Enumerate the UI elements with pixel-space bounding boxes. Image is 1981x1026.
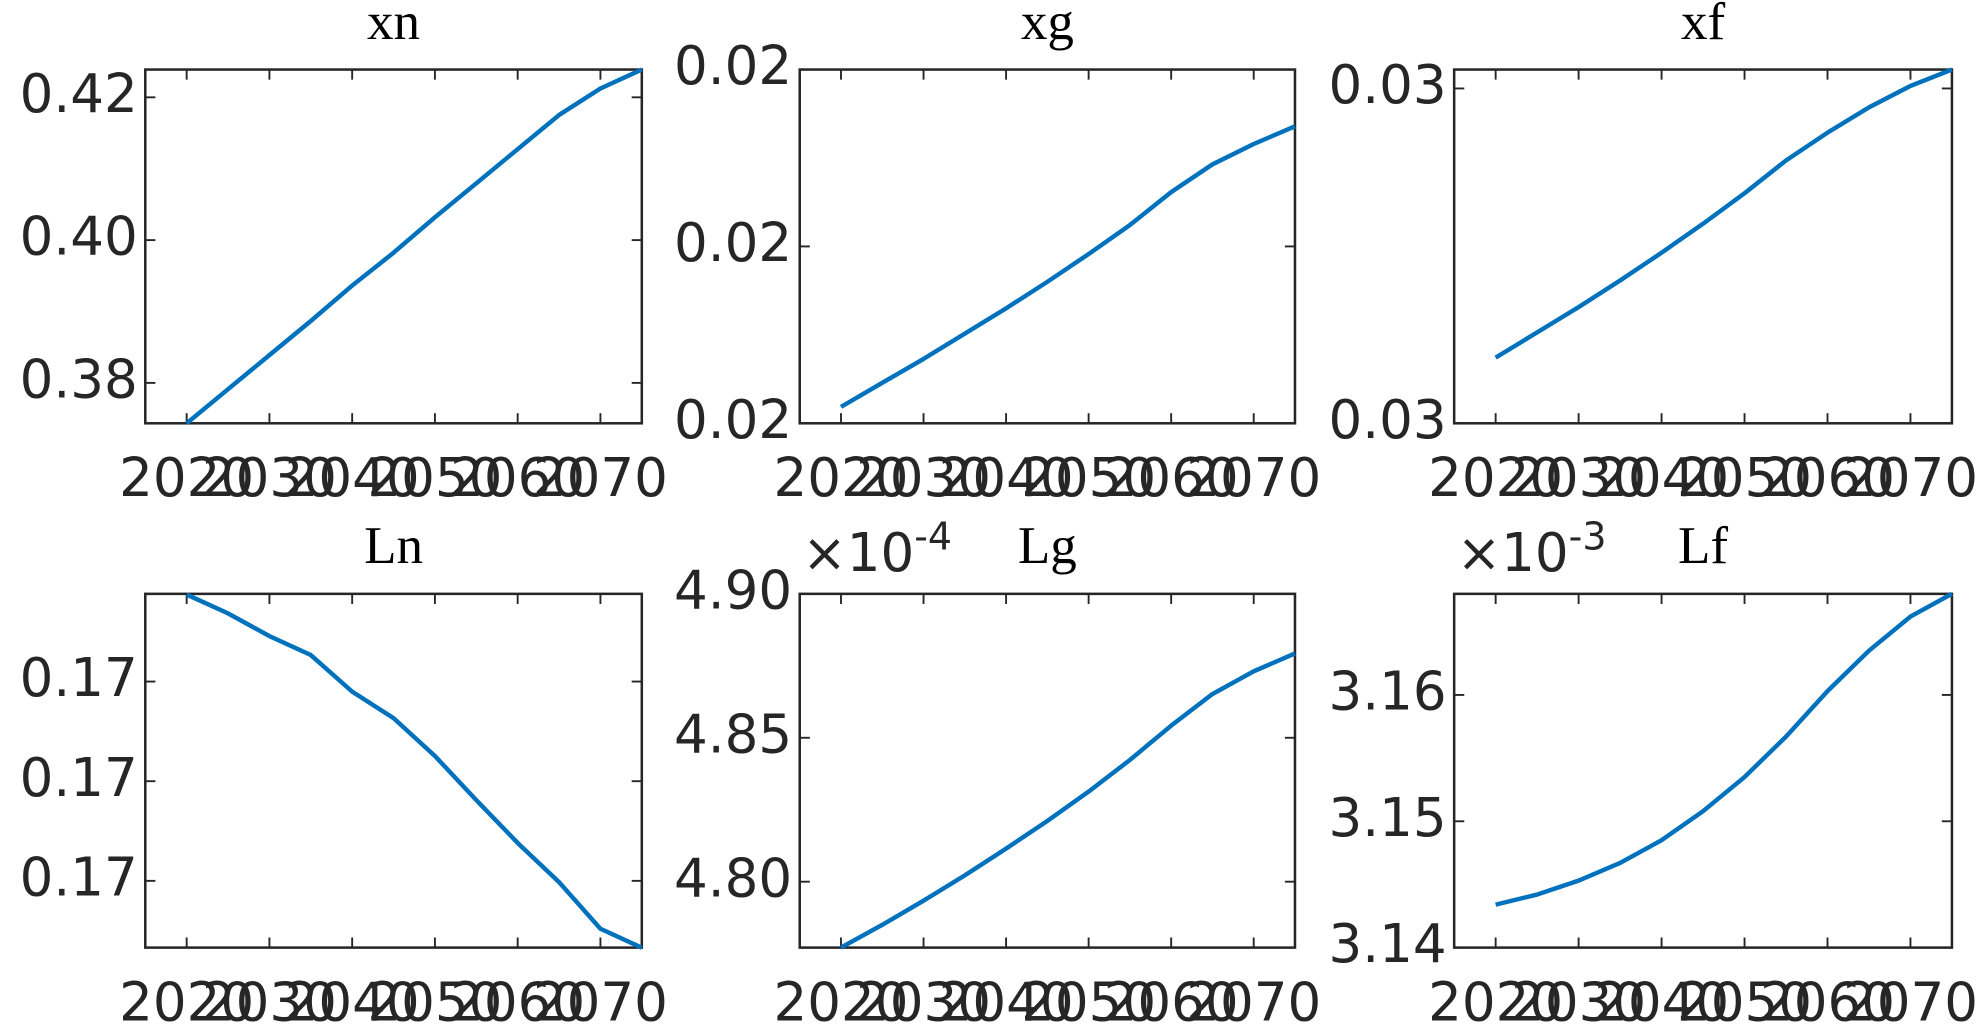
chart-title: Ln [364,517,423,575]
y-multiplier: ×10-4 [802,514,952,584]
y-tick-label: 0.03 [1328,389,1446,451]
x-tick-label: 2060 [1760,447,1895,509]
x-tick-label: 2040 [1594,971,1729,1026]
x-tick-label: 2050 [367,971,502,1026]
chart-title: xg [1021,0,1074,51]
y-tick-label: 0.02 [674,212,792,274]
y-tick-label: 0.03 [1328,54,1446,116]
x-tick-label: 2040 [285,447,420,509]
x-tick-label: 2030 [1511,447,1646,509]
x-tick-label: 2060 [1104,971,1239,1026]
x-tick-label: 2020 [119,971,254,1026]
x-tick-label: 2060 [450,971,585,1026]
plot-area [1452,68,1954,425]
x-tick-label: 2040 [285,971,420,1026]
data-line [185,67,643,426]
y-tick-label: 0.02 [674,35,792,97]
chart-title: Lf [1678,517,1728,575]
x-tick-label: 2060 [450,447,585,509]
y-tick-label: 0.17 [20,647,138,709]
plot-area [144,68,644,425]
data-line [1495,591,1954,907]
chart-title: xf [1681,0,1726,51]
x-tick-label: 2040 [939,971,1074,1026]
x-tick-label: 2030 [856,447,991,509]
data-line [185,592,643,950]
y-tick-label: 4.85 [674,703,792,765]
x-tick-label: 2030 [856,971,991,1026]
y-tick-label: 3.15 [1328,787,1446,849]
chart-title: Lg [1018,517,1077,575]
x-tick-label: 2030 [202,447,337,509]
y-tick-label: 4.80 [674,847,792,909]
x-tick-label: 2020 [773,971,908,1026]
x-tick-label: 2070 [1186,971,1321,1026]
x-tick-label: 2070 [533,447,668,509]
x-tick-label: 2070 [533,971,668,1026]
data-line [839,651,1296,950]
y-tick-label: 3.16 [1328,661,1446,723]
plot-area [144,592,644,949]
x-tick-label: 2070 [1186,447,1321,509]
x-tick-label: 2040 [939,447,1074,509]
x-tick-label: 2040 [1594,447,1729,509]
y-tick-label: 0.38 [20,349,138,411]
plot-area [798,592,1297,949]
multiplier-base: ×10 [1457,522,1569,584]
x-tick-label: 2020 [119,447,254,509]
x-tick-label: 2070 [1843,971,1978,1026]
x-tick-label: 2020 [773,447,908,509]
x-tick-label: 2060 [1104,447,1239,509]
x-tick-label: 2050 [1677,447,1812,509]
y-tick-label: 0.17 [20,747,138,809]
data-line [839,124,1296,409]
y-tick-label: 0.40 [20,206,138,268]
x-tick-label: 2050 [1021,447,1156,509]
y-tick-label: 3.14 [1328,913,1446,975]
y-tick-label: 0.42 [20,63,138,125]
y-tick-label: 0.02 [674,389,792,451]
x-tick-label: 2060 [1760,971,1895,1026]
chart-title: xn [367,0,420,51]
multiplier-exponent: -4 [914,514,952,558]
x-tick-label: 2030 [1511,971,1646,1026]
x-tick-label: 2050 [367,447,502,509]
x-tick-label: 2030 [202,971,337,1026]
y-tick-label: 4.90 [674,559,792,621]
x-tick-label: 2050 [1021,971,1156,1026]
y-multiplier: ×10-3 [1457,514,1607,584]
multiplier-exponent: -3 [1569,514,1607,558]
y-tick-label: 0.17 [20,846,138,908]
plot-area [798,68,1297,425]
x-tick-label: 2020 [1428,447,1563,509]
data-line [1494,67,1953,360]
x-tick-label: 2020 [1428,971,1563,1026]
x-tick-label: 2050 [1677,971,1812,1026]
multiplier-base: ×10 [802,522,914,584]
x-tick-label: 2070 [1843,447,1978,509]
